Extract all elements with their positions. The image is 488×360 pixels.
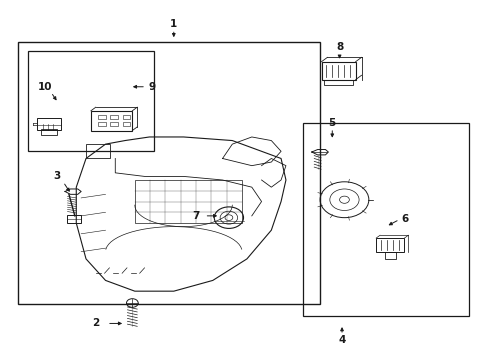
Bar [303,123,468,316]
Bar [135,180,242,223]
Text: 7: 7 [192,211,199,221]
Text: 6: 6 [401,215,408,224]
Bar [375,238,404,252]
Text: 9: 9 [148,82,155,92]
Bar [321,62,355,80]
Bar [98,115,105,119]
Text: 4: 4 [338,334,345,345]
Bar [384,252,395,259]
Bar [98,122,105,126]
Bar [37,118,61,130]
Bar [324,80,352,85]
Bar [91,111,132,131]
Text: 5: 5 [328,118,335,128]
Bar [27,51,154,151]
Bar [18,42,320,304]
Text: 2: 2 [92,319,99,328]
Bar [110,122,118,126]
Text: 8: 8 [335,42,343,52]
Text: 1: 1 [170,19,177,29]
Bar [66,215,81,223]
Bar [122,122,130,126]
Bar [86,144,110,158]
Text: 3: 3 [53,171,61,181]
Bar [122,115,130,119]
Text: 10: 10 [37,82,52,92]
Bar [41,130,57,135]
Bar [110,115,118,119]
